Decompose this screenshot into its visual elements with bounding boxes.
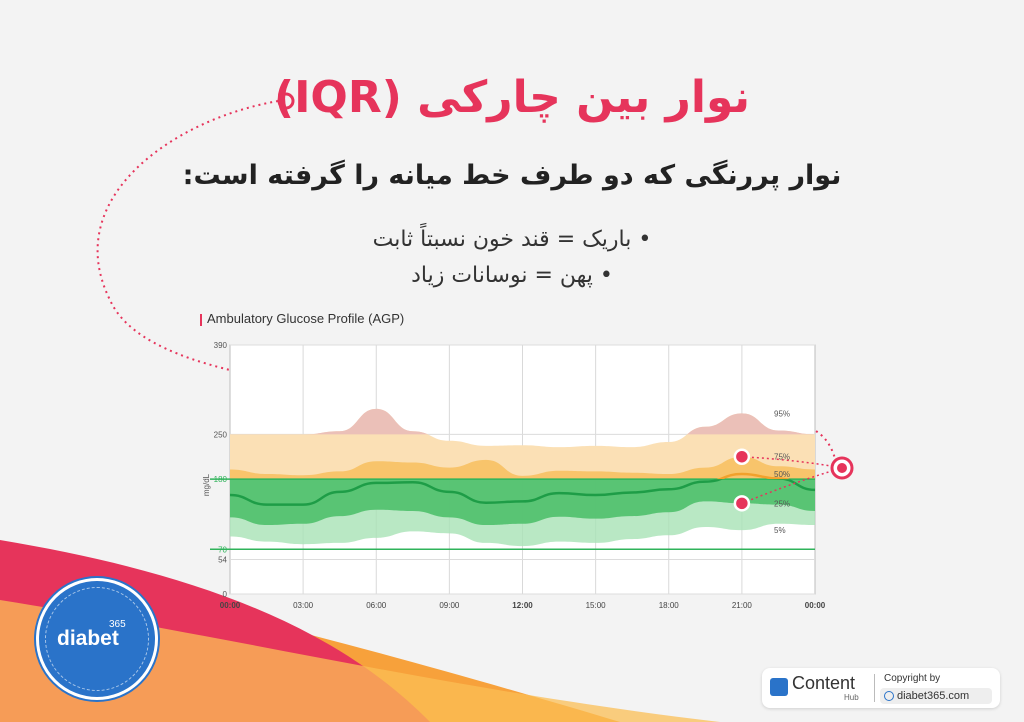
percentile-label-1: 75% (774, 453, 790, 462)
x-tick-label-8: 00:00 (805, 601, 826, 610)
iqr-marker-lower (733, 495, 751, 512)
bullet-list: • باریک = قند خون نسبتاً ثابت • پهن = نو… (0, 222, 1024, 294)
globe-icon (884, 691, 894, 701)
content-hub-icon (770, 678, 788, 696)
bullet-text-2: پهن = نوسانات زیاد (411, 263, 593, 288)
x-tick-label-7: 21:00 (732, 601, 753, 610)
badge-divider (874, 674, 875, 702)
url-text: diabet365.com (897, 690, 970, 702)
percentile-label-3: 25% (774, 499, 790, 508)
y-tick-label-4: 250 (214, 430, 228, 439)
page-title: نوار بین چارکی (IQR) (273, 72, 751, 123)
bottom-wave-yellow (0, 600, 720, 722)
bullet-text-1: باریک = قند خون نسبتاً ثابت (372, 227, 632, 252)
iqr-hub-dot (837, 463, 847, 473)
title-ring-icon (277, 92, 295, 110)
x-tick-label-5: 15:00 (586, 601, 607, 610)
y-tick-label-1: 54 (218, 556, 227, 565)
logo-ring (45, 587, 149, 691)
y-tick-label-3: 180 (214, 475, 228, 484)
diabet365-logo: diabet 365 (36, 578, 158, 700)
content-label: Content (792, 673, 856, 693)
logo-name: diabet (57, 627, 119, 650)
band-5-95-very-high (303, 408, 815, 435)
y-tick-label-0: 0 (223, 590, 228, 599)
percentile-label-0: 95% (774, 409, 790, 418)
x-tick-label-0: 00:00 (220, 601, 241, 610)
x-tick-label-6: 18:00 (659, 601, 680, 610)
y-axis-label: mg/dL (202, 473, 211, 496)
copyright-url[interactable]: diabet365.com (880, 688, 992, 704)
x-tick-label-2: 06:00 (366, 601, 387, 610)
copyright-badge: Content Hub Copyright by diabet365.com (762, 668, 1000, 708)
x-tick-label-1: 03:00 (293, 601, 314, 610)
percentile-label-4: 5% (774, 526, 786, 535)
agp-title-marker (200, 314, 202, 326)
x-tick-label-4: 12:00 (512, 601, 533, 610)
page-subtitle: نوار پررنگی که دو طرف خط میانه را گرفته … (182, 160, 842, 191)
copyright-label: Copyright by (884, 673, 941, 684)
band-25-75-high (230, 456, 815, 480)
median-line-in-range (230, 479, 815, 506)
x-tick-label-3: 09:00 (439, 601, 460, 610)
bullet-item-1: • باریک = قند خون نسبتاً ثابت (372, 227, 652, 252)
hub-label: Hub (844, 693, 859, 702)
chart-title: Ambulatory Glucose Profile (AGP) (207, 311, 405, 326)
iqr-marker-upper (733, 448, 751, 465)
bullet-item-2: • پهن = نوسانات زیاد (411, 263, 613, 288)
y-tick-label-5: 390 (214, 341, 228, 350)
logo-suffix: 365 (109, 619, 126, 630)
y-tick-label-2: 70 (218, 545, 227, 554)
percentile-label-2: 50% (774, 470, 790, 479)
